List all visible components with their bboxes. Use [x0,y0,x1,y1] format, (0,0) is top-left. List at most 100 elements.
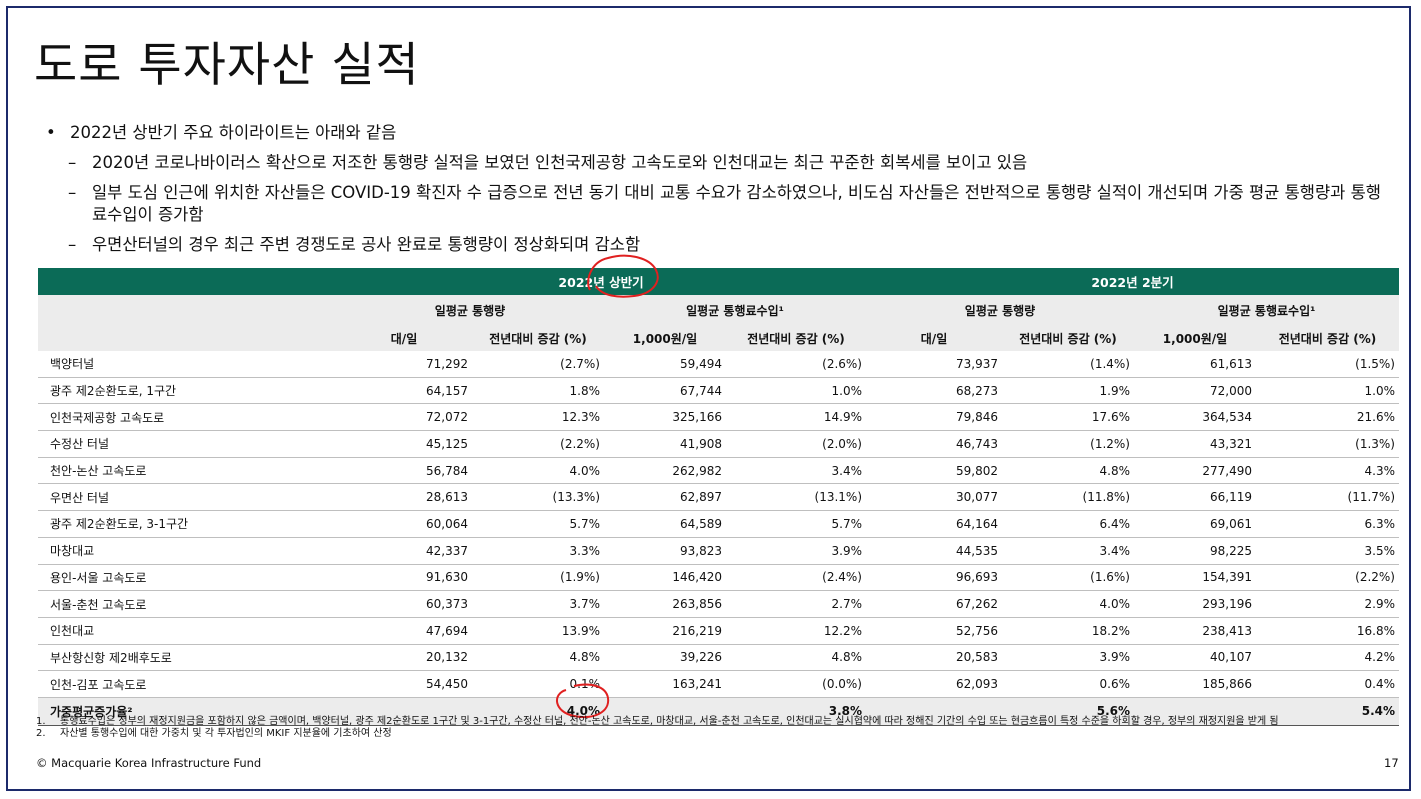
table-cell: 41,908 [604,430,726,458]
table-cell: 40,107 [1134,644,1256,672]
table-row: 인천대교 47,694 13.9% 216,219 12.2% 52,756 18.2% 23… [38,617,1399,645]
table-cell: (0.0%) [726,670,866,698]
table-cell: 146,420 [604,564,726,592]
table-cell: 12.3% [472,403,604,432]
asset-name: 마창대교 [38,537,336,565]
table-cell: 5.7% [472,510,604,538]
table-cell: 13.9% [472,617,604,645]
bullet-sub-3: – 우면산터널의 경우 최근 주변 경쟁도로 공사 완료로 통행량이 정상화되며 … [46,234,1386,256]
table-cell: 47,694 [336,617,472,645]
total-label: 가중평균증가율² [38,696,336,726]
table-cell: 262,982 [604,457,726,485]
table-cell: 238,413 [1134,617,1256,645]
table-cell: 52,756 [866,617,1002,645]
table-cell: 4.8% [726,644,866,672]
table-cell: 64,157 [336,377,472,405]
table-cell: (1.6%) [1002,564,1134,592]
table-cell: 3.7% [472,590,604,618]
table-cell: 60,373 [336,590,472,618]
asset-name: 광주 제2순환도로, 1구간 [38,377,336,405]
table-cell: (11.8%) [1002,483,1134,512]
bullet-sub-text: 우면산터널의 경우 최근 주변 경쟁도로 공사 완료로 통행량이 정상화되며 감… [92,235,641,254]
table-cell: 163,241 [604,670,726,698]
group-header: 일평균 통행량 [866,295,1134,325]
table-cell: 1.9% [1002,377,1134,405]
table-cell: 60,064 [336,510,472,538]
table-cell: (2.2%) [472,430,604,458]
table-cell: (2.2%) [1256,564,1399,592]
asset-name: 인천-김포 고속도로 [38,670,336,698]
table-cell: 91,630 [336,564,472,592]
asset-name: 천안-논산 고속도로 [38,457,336,485]
total-cell [866,696,1002,726]
unit-header: 1,000원/일 [1134,325,1256,351]
table-cell: 4.2% [1256,644,1399,672]
table-row: 광주 제2순환도로, 3-1구간 60,064 5.7% 64,589 5.7% 64,1… [38,510,1399,538]
unit-header: 전년대비 증감 (%) [472,325,604,351]
asset-name: 수정산 터널 [38,430,336,458]
table-cell: 73,937 [866,351,1002,378]
dash-marker: – [68,183,77,202]
footnote-2: 2. 자산별 통행수입에 대한 가중치 및 각 투자법인의 MKIF 지분율에 기… [36,728,392,739]
table-cell: 98,225 [1134,537,1256,565]
table-row: 인천-김포 고속도로 54,450 0.1% 163,241 (0.0%) 62,093 0… [38,670,1399,698]
unit-header-row: 대/일 전년대비 증감 (%) 1,000원/일 전년대비 증감 (%) 대/일… [38,325,1399,351]
table-cell: 44,535 [866,537,1002,565]
unit-header: 전년대비 증감 (%) [726,325,866,351]
table-row: 마창대교 42,337 3.3% 93,823 3.9% 44,535 3.4% 98,225… [38,537,1399,565]
total-cell [604,696,726,726]
group-header: 일평균 통행료수입¹ [604,295,866,325]
table-cell: 30,077 [866,483,1002,512]
table-cell: 72,072 [336,403,472,432]
table-cell: 56,784 [336,457,472,485]
table-cell: 28,613 [336,483,472,512]
table-row: 백양터널 71,292 (2.7%) 59,494 (2.6%) 73,937 (1.4%)… [38,351,1399,378]
table-cell: 67,744 [604,377,726,405]
asset-name: 부산항신항 제2배후도로 [38,644,336,672]
table-cell: 71,292 [336,351,472,378]
table-cell: 39,226 [604,644,726,672]
table-cell: (2.7%) [472,351,604,378]
period-header-q2: 2022년 2분기 [866,268,1399,295]
table-cell: (13.3%) [472,483,604,512]
table-cell: 2.7% [726,590,866,618]
table-cell: 79,846 [866,403,1002,432]
table-cell: 16.8% [1256,617,1399,645]
table-row: 수정산 터널 45,125 (2.2%) 41,908 (2.0%) 46,743 (1.2… [38,430,1399,458]
table-cell: 5.7% [726,510,866,538]
table-cell: 64,164 [866,510,1002,538]
table-row: 부산항신항 제2배후도로 20,132 4.8% 39,226 4.8% 20,583 3.… [38,644,1399,672]
bullet-sub-text: 일부 도심 인근에 위치한 자산들은 COVID-19 확진자 수 급증으로 전… [92,183,1381,224]
table-row: 용인-서울 고속도로 91,630 (1.9%) 146,420 (2.4%) 96,69… [38,564,1399,592]
asset-name: 우면산 터널 [38,483,336,512]
table-cell: 364,534 [1134,403,1256,432]
table-cell: 4.8% [1002,457,1134,485]
table-cell: 96,693 [866,564,1002,592]
bullet-sub-text: 2020년 코로나바이러스 확산으로 저조한 통행량 실적을 보였던 인천국제공… [92,153,1028,172]
traffic-performance-table: 2022년 상반기 2022년 2분기 일평균 통행량 일평균 통행료수입¹ 일… [38,268,1399,726]
table-cell: 1.0% [726,377,866,405]
slide-frame [6,6,1411,791]
group-header-row: 일평균 통행량 일평균 통행료수입¹ 일평균 통행량 일평균 통행료수입¹ [38,295,1399,325]
unit-header: 전년대비 증감 (%) [1002,325,1134,351]
table-cell: 3.4% [726,457,866,485]
table-cell: 67,262 [866,590,1002,618]
table-cell: 2.9% [1256,590,1399,618]
asset-name: 용인-서울 고속도로 [38,564,336,592]
asset-name: 서울-춘천 고속도로 [38,590,336,618]
table-row: 천안-논산 고속도로 56,784 4.0% 262,982 3.4% 59,802 4.8… [38,457,1399,485]
table-cell: 12.2% [726,617,866,645]
table-cell: 21.6% [1256,403,1399,432]
total-cell [1134,696,1256,726]
table-cell: (1.4%) [1002,351,1134,378]
dash-marker: – [68,235,77,254]
total-cell: 3.8% [726,696,866,726]
table-cell: (2.4%) [726,564,866,592]
table-cell: 18.2% [1002,617,1134,645]
asset-name: 인천대교 [38,617,336,645]
table-body: 백양터널 71,292 (2.7%) 59,494 (2.6%) 73,937 (1.4%)… [38,351,1399,726]
table-cell: 14.9% [726,403,866,432]
table-row: 우면산 터널 28,613 (13.3%) 62,897 (13.1%) 30,077 (1… [38,483,1399,512]
total-cell: 5.6% [1002,696,1134,726]
